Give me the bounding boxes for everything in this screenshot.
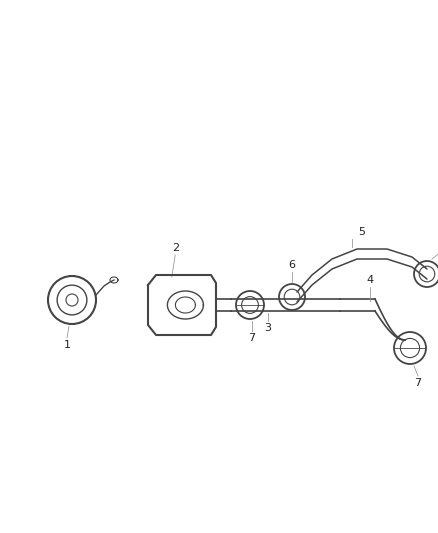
Text: 6: 6	[289, 260, 296, 270]
Text: 4: 4	[367, 275, 374, 285]
Text: 3: 3	[265, 323, 272, 333]
Text: 1: 1	[64, 340, 71, 350]
Text: 7: 7	[414, 378, 421, 388]
Text: 5: 5	[358, 227, 365, 237]
Text: 2: 2	[172, 243, 179, 253]
Text: 7: 7	[248, 333, 255, 343]
